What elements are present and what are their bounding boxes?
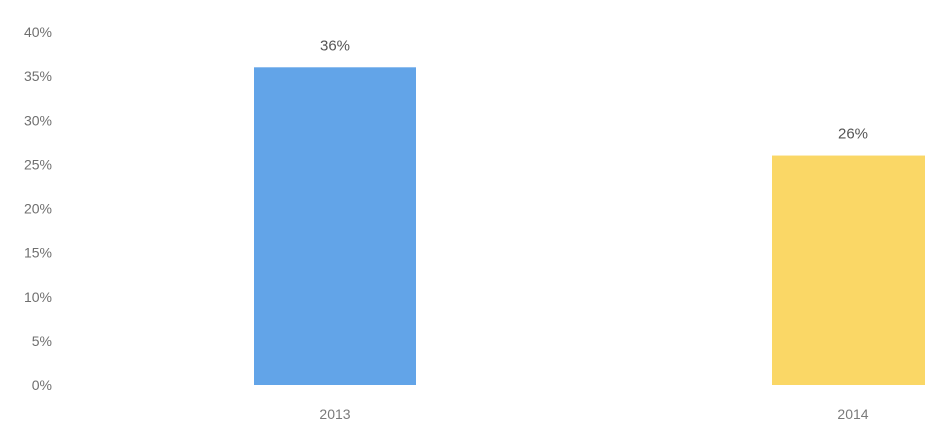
y-tick-label: 35%	[24, 68, 52, 84]
y-tick-label: 40%	[24, 24, 52, 40]
data-label-2013: 36%	[320, 37, 350, 54]
y-tick-label: 10%	[24, 289, 52, 305]
bar-2013	[254, 67, 416, 386]
y-tick-label: 0%	[32, 377, 52, 393]
data-labels: 36% 26%	[320, 37, 868, 142]
bar-2014	[772, 155, 925, 385]
y-tick-label: 5%	[32, 333, 52, 349]
x-tick-label-2014: 2014	[837, 406, 868, 422]
x-axis: 2013 2014	[319, 406, 868, 422]
y-tick-label: 30%	[24, 112, 52, 128]
bars	[254, 67, 925, 386]
y-tick-label: 15%	[24, 245, 52, 261]
y-tick-label: 20%	[24, 201, 52, 217]
y-tick-label: 25%	[24, 156, 52, 172]
x-tick-label-2013: 2013	[319, 406, 350, 422]
data-label-2014: 26%	[838, 126, 868, 143]
y-axis: 0% 5% 10% 15% 20% 25% 30% 35% 40%	[24, 24, 52, 393]
